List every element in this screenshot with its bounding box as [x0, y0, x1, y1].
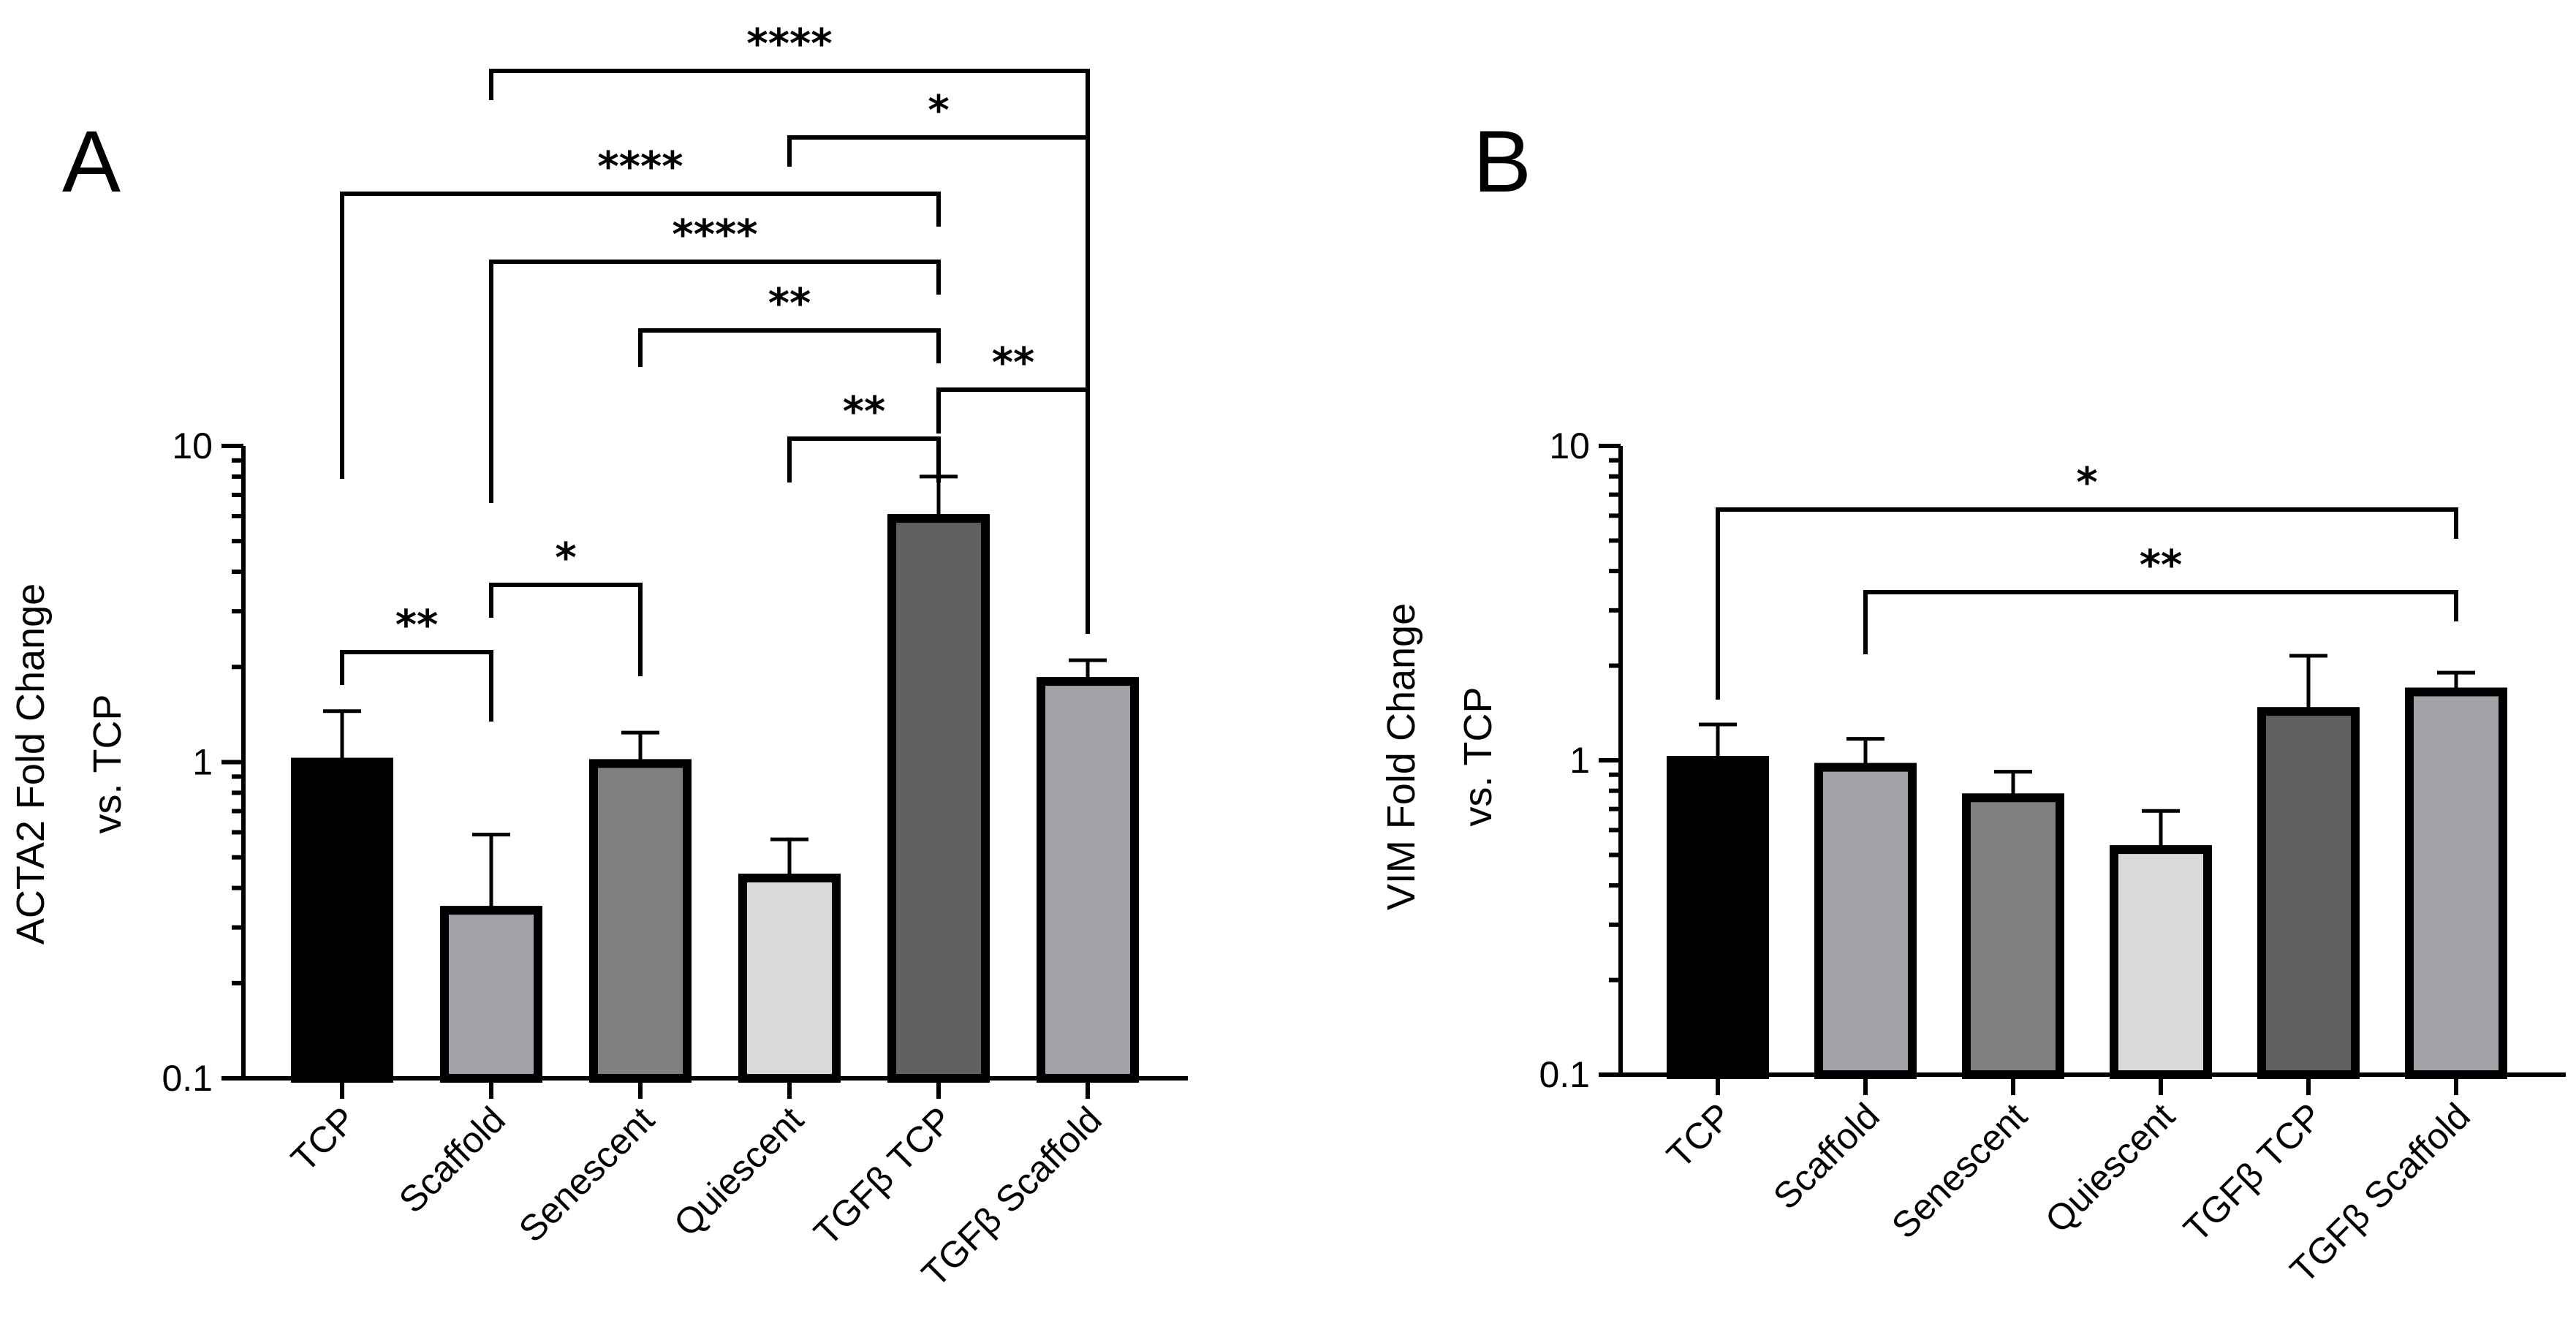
b-bar-2 [1962, 793, 2064, 1079]
b-bar-4 [2257, 707, 2360, 1079]
a-significance-label-3: ** [992, 339, 1035, 387]
a-significance-bracket-1 [489, 583, 643, 676]
b-panel-label: B [1473, 113, 1531, 211]
b-bar-5 [2405, 687, 2507, 1079]
a-significance-label-7: * [928, 87, 949, 135]
a-y-tick-label-2: 10 [172, 425, 213, 466]
a-category-label-0: TCP [283, 1099, 363, 1179]
a-significance-bracket-2 [787, 436, 941, 483]
a-panel-label: A [62, 113, 121, 211]
a-bar-4 [887, 514, 990, 1083]
a-significance-label-5: **** [672, 211, 757, 259]
b-category-label-2: Senescent [1884, 1095, 2035, 1246]
b-category-label-3: Quiescent [2037, 1095, 2183, 1241]
a-bar-2 [589, 759, 692, 1083]
b-y-tick-label-1: 1 [1569, 740, 1590, 781]
b-y-tick-label-0: 0.1 [1539, 1054, 1590, 1095]
b-category-label-0: TCP [1659, 1095, 1739, 1176]
b-y-axis-title-line-0: VIM Fold Change [1379, 603, 1423, 910]
a-category-label-3: Quiescent [666, 1099, 811, 1244]
a-significance-label-2: ** [843, 388, 886, 436]
b-significance-bracket-1 [1716, 507, 2458, 700]
a-significance-bracket-8 [489, 69, 1090, 634]
a-y-axis-title-line-1: vs. TCP [86, 694, 129, 833]
a-bar-1 [440, 906, 542, 1083]
a-significance-bracket-0 [340, 650, 493, 722]
a-significance-label-4: ** [768, 280, 811, 328]
b-y-axis-title-line-1: vs. TCP [1456, 686, 1500, 826]
b-significance-label-0: ** [2140, 542, 2183, 589]
b-significance-label-1: * [2076, 459, 2097, 507]
a-category-label-4: TGFβ TCP [806, 1099, 961, 1253]
a-significance-label-6: **** [597, 143, 683, 191]
b-y-tick-label-2: 10 [1549, 425, 1590, 466]
a-y-axis-title-line-0: ACTA2 Fold Change [9, 583, 53, 945]
a-significance-bracket-5 [489, 260, 941, 503]
a-category-label-1: Scaffold [391, 1099, 513, 1221]
a-bar-0 [291, 757, 393, 1083]
a-significance-bracket-4 [638, 328, 941, 367]
a-y-tick-label-1: 1 [192, 742, 213, 783]
a-significance-bracket-6 [340, 192, 941, 479]
a-significance-label-0: ** [395, 602, 439, 649]
b-category-label-4: TGFβ TCP [2176, 1095, 2330, 1249]
b-significance-bracket-0 [1863, 590, 2458, 654]
a-category-label-2: Senescent [511, 1099, 662, 1250]
b-bar-1 [1814, 763, 1917, 1079]
b-bar-0 [1667, 756, 1769, 1079]
b-bar-3 [2110, 845, 2212, 1079]
a-bar-5 [1037, 677, 1139, 1083]
a-significance-label-1: * [555, 534, 576, 582]
a-bar-3 [738, 874, 841, 1083]
b-category-label-1: Scaffold [1765, 1095, 1887, 1217]
a-significance-label-8: **** [746, 20, 832, 68]
a-significance-bracket-7 [787, 135, 1090, 167]
a-y-tick-label-0: 0.1 [162, 1058, 213, 1099]
